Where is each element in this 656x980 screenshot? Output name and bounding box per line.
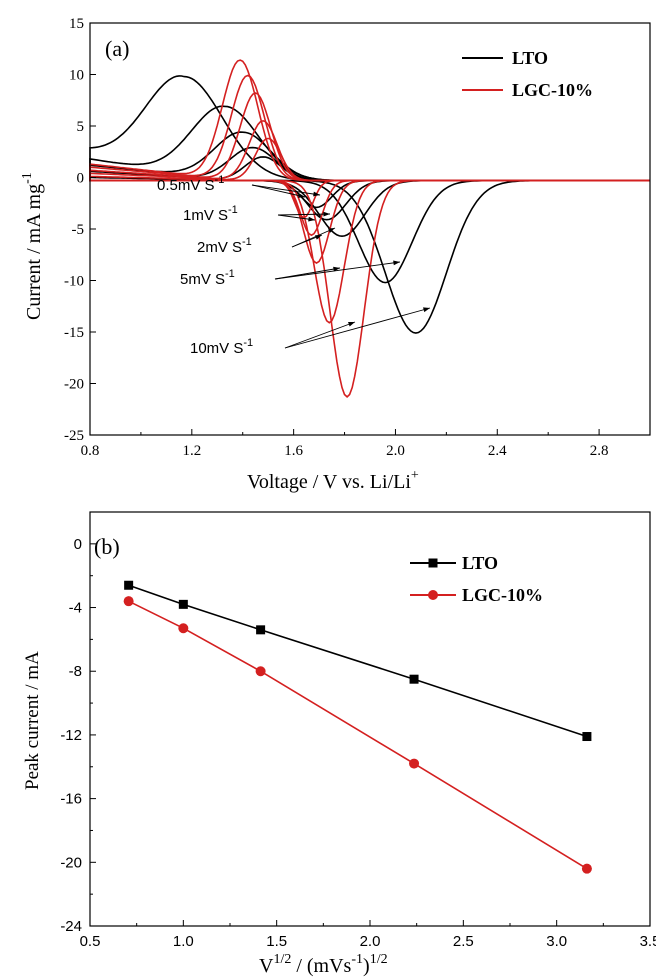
x-tick-label-a: 0.8 bbox=[81, 443, 100, 459]
y-tick-label-a: 5 bbox=[77, 119, 85, 135]
data-point-circle bbox=[255, 666, 266, 677]
peak-current-panel-b: 0.5 1.0 1.5 2.0 2.5 3.0 3.5 0 -4 -8 -12 -16 -20 -24 (… bbox=[22, 511, 656, 977]
ticks-b: 0.5 1.0 1.5 2.0 2.5 3.0 3.5 0 -4 -8 -12 -16 -20 -24 bbox=[60, 536, 656, 950]
annotation-label: 5mV S-1 bbox=[180, 268, 235, 288]
data-point-square bbox=[256, 625, 266, 635]
annotation-arrowhead bbox=[333, 266, 340, 272]
x-axis-label-a: Voltage / V vs. Li/Li+ bbox=[247, 468, 419, 493]
annotation-arrow bbox=[274, 267, 341, 280]
x-tick-label-a: 1.6 bbox=[284, 443, 303, 459]
annotation-arrowhead bbox=[313, 191, 320, 197]
data-point-square bbox=[409, 674, 419, 684]
y-axis-label-a: Current / mA mg-1 bbox=[20, 172, 45, 320]
annotation-label: 2mV S-1 bbox=[197, 236, 252, 256]
legend-marker-square bbox=[428, 558, 438, 568]
x-tick-label-b: 0.5 bbox=[80, 933, 101, 950]
data-point-circle bbox=[123, 596, 134, 607]
legend-b: LTO LGC-10% bbox=[410, 553, 543, 605]
annotation-arrowhead bbox=[348, 322, 355, 327]
y-tick-label-b: -12 bbox=[60, 727, 82, 744]
series-line-lgc-10 bbox=[128, 600, 588, 870]
cv-curve-lto-10 bbox=[89, 75, 650, 334]
annotation-arrow bbox=[274, 261, 401, 280]
annotation-arrowhead bbox=[393, 260, 400, 266]
data-point-circle bbox=[581, 863, 592, 874]
cv-curve-lgc-10-5 bbox=[89, 74, 650, 324]
x-tick-label-a: 2.8 bbox=[590, 443, 609, 459]
legend-label-b: LTO bbox=[462, 553, 498, 573]
cv-curves bbox=[89, 59, 650, 398]
y-tick-label-a: 0 bbox=[77, 171, 85, 187]
plot-frame-b bbox=[89, 511, 651, 927]
annotation-arrow bbox=[251, 184, 306, 198]
x-axis-label-b: V1/2 / (mVs-1)1/2 bbox=[259, 952, 388, 977]
legend-label-b: LGC-10% bbox=[462, 585, 543, 605]
annotation-arrowhead bbox=[298, 193, 305, 198]
y-tick-label-a: 10 bbox=[69, 68, 84, 84]
x-tick-label-b: 1.5 bbox=[266, 933, 287, 950]
annotation-arrow bbox=[284, 307, 431, 349]
y-tick-label-b: -8 bbox=[69, 663, 82, 680]
y-tick-label-a: 15 bbox=[69, 16, 84, 32]
y-tick-label-b: 0 bbox=[74, 536, 82, 553]
cv-curve-lto-5 bbox=[89, 105, 650, 284]
panel-label-a: (a) bbox=[105, 36, 129, 61]
x-tick-label-a: 2.4 bbox=[488, 443, 507, 459]
legend-label-a: LGC-10% bbox=[512, 80, 593, 100]
ticks-a: 0.8 1.2 1.6 2.0 2.4 2.8 15 10 5 0 -5 -10 -15 -20 -25 bbox=[64, 16, 651, 459]
data-point-circle bbox=[178, 623, 189, 634]
peak-current-lines bbox=[123, 580, 592, 874]
y-axis-label-b: Peak current / mA bbox=[22, 651, 43, 790]
annotation-arrow bbox=[277, 213, 331, 216]
y-tick-label-a: -5 bbox=[72, 222, 85, 238]
legend-label-a: LTO bbox=[512, 48, 548, 68]
y-tick-label-a: -10 bbox=[64, 274, 84, 290]
y-tick-label-b: -24 bbox=[60, 918, 82, 935]
x-tick-label-b: 2.0 bbox=[360, 933, 381, 950]
x-tick-label-b: 3.5 bbox=[640, 933, 656, 950]
y-tick-label-b: -20 bbox=[60, 854, 82, 871]
data-point-square bbox=[178, 599, 188, 609]
x-tick-label-a: 2.0 bbox=[386, 443, 405, 459]
x-tick-label-b: 1.0 bbox=[173, 933, 194, 950]
annotation-arrow bbox=[251, 184, 321, 196]
legend-a: LTO LGC-10% bbox=[462, 48, 593, 100]
annotation-label: 10mV S-1 bbox=[190, 337, 253, 357]
y-tick-label-a: -20 bbox=[64, 377, 84, 393]
y-tick-label-b: -16 bbox=[60, 791, 82, 808]
panel-label-b: (b) bbox=[94, 534, 120, 559]
scan-rate-annotations: 0.5mV S-1 1mV S-1 2mV S-1 5mV S-1 10mV S-1 bbox=[157, 174, 431, 357]
x-tick-label-b: 2.5 bbox=[453, 933, 474, 950]
legend-marker-circle bbox=[428, 590, 438, 600]
annotation-arrow bbox=[284, 321, 356, 349]
annotation-arrowhead bbox=[323, 211, 330, 217]
data-point-square bbox=[582, 732, 592, 742]
annotation-label: 0.5mV S-1 bbox=[157, 174, 224, 194]
annotation-arrowhead bbox=[308, 216, 315, 222]
x-tick-label-b: 3.0 bbox=[546, 933, 567, 950]
y-tick-label-a: -15 bbox=[64, 325, 84, 341]
annotation-label: 1mV S-1 bbox=[183, 204, 238, 224]
annotation-arrowhead bbox=[423, 307, 430, 313]
cv-panel-a: 0.8 1.2 1.6 2.0 2.4 2.8 15 10 5 0 -5 -10 -15 -20 -25 (… bbox=[20, 16, 651, 493]
axes-frame-b bbox=[89, 511, 651, 927]
y-tick-label-b: -4 bbox=[69, 600, 82, 617]
annotation-arrowhead bbox=[328, 228, 335, 233]
data-point-circle bbox=[409, 758, 420, 769]
x-tick-label-a: 1.2 bbox=[182, 443, 201, 459]
data-point-square bbox=[124, 580, 134, 590]
y-tick-label-a: -25 bbox=[64, 428, 84, 444]
series-line-lto bbox=[128, 584, 588, 738]
annotation-arrow bbox=[291, 227, 336, 248]
